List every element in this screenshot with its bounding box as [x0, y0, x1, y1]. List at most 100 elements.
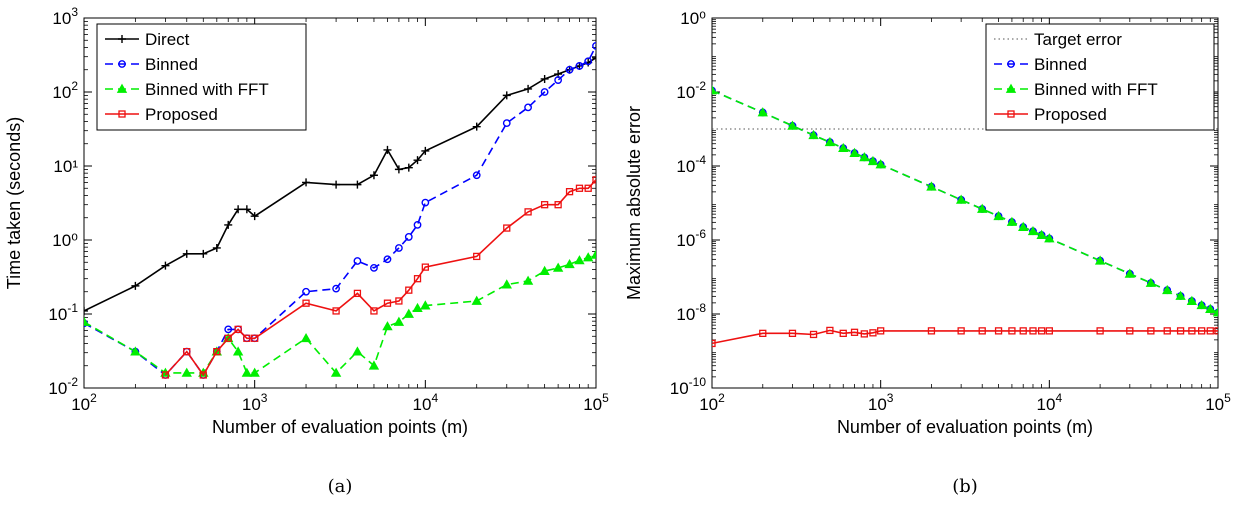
y-tick-label: 103 [52, 5, 78, 28]
x-tick-label: 105 [583, 391, 609, 414]
data-point [370, 307, 378, 315]
series-line [712, 329, 1218, 345]
data-point [564, 258, 575, 269]
data-point [383, 255, 392, 264]
data-point [994, 327, 1003, 335]
y-tick-label: 10-6 [676, 227, 706, 250]
data-point [181, 367, 192, 377]
data-point [420, 300, 431, 310]
data-point [850, 328, 859, 336]
x-axis-label: Number of evaluation points (m) [212, 417, 468, 437]
data-point [1045, 327, 1053, 335]
data-point [404, 233, 413, 241]
data-point [412, 302, 423, 313]
data-point [757, 107, 768, 117]
data-point [421, 146, 430, 155]
data-point [824, 136, 836, 147]
data-point [1147, 327, 1155, 335]
data-point [183, 347, 191, 356]
x-axis-ticks: 102 103 104 105 [71, 18, 609, 414]
data-point [524, 84, 533, 93]
data-point [1188, 327, 1196, 335]
data-point [849, 147, 860, 157]
data-point [250, 212, 259, 221]
data-point [554, 201, 562, 209]
data-point [1205, 303, 1216, 313]
x-tick-label: 103 [868, 391, 894, 414]
data-point [957, 327, 965, 335]
y-tick-label: 10-8 [676, 301, 706, 324]
plot-area-frame [83, 17, 597, 389]
data-point [330, 367, 342, 377]
x-tick-label: 102 [699, 391, 725, 414]
data-point [224, 334, 232, 342]
data-point [1162, 284, 1173, 295]
data-point [1196, 299, 1207, 310]
series-line [712, 89, 1218, 314]
data-point [302, 287, 310, 296]
legend-marker [118, 35, 126, 43]
data-point [712, 339, 716, 348]
y-tick-label: 10-1 [48, 301, 78, 324]
data-point [302, 299, 310, 307]
data-point [404, 163, 413, 172]
data-point [161, 371, 170, 379]
data-point [332, 180, 341, 189]
data-point [955, 194, 967, 204]
legend-box [96, 23, 307, 131]
data-point [592, 176, 596, 184]
data-point [394, 165, 403, 174]
legend-label: Binned [145, 55, 198, 74]
data-point [926, 181, 937, 191]
data-point [552, 262, 564, 272]
data-point [875, 159, 886, 169]
legend-box [985, 23, 1215, 131]
data-point [224, 220, 233, 229]
data-point [1124, 268, 1135, 278]
data-point [234, 325, 242, 334]
y-tick-label: 10-2 [676, 79, 706, 102]
legend-label: Binned [1034, 55, 1087, 74]
data-point [502, 119, 511, 127]
legend-label: Target error [1034, 30, 1122, 49]
data-point [539, 265, 550, 275]
series-binned-with-fft [712, 85, 1218, 317]
legend-marker [1007, 110, 1015, 118]
data-point [243, 334, 251, 342]
data-point [130, 346, 141, 356]
data-point [332, 307, 340, 315]
data-point [1126, 327, 1134, 335]
panel-caption: (a) [328, 476, 353, 497]
data-point [472, 171, 481, 180]
data-point [413, 156, 422, 165]
data-point [826, 326, 834, 335]
data-point [413, 275, 422, 283]
data-point [368, 360, 380, 370]
y-tick-label: 10-4 [676, 153, 706, 176]
data-point [472, 122, 481, 131]
data-point [540, 201, 549, 209]
series-proposed [712, 326, 1218, 348]
data-point [1018, 221, 1029, 231]
legend-label: Binned with FFT [145, 80, 269, 99]
data-point [524, 208, 532, 216]
data-point [1027, 225, 1039, 236]
data-point [302, 178, 311, 187]
data-point [161, 261, 170, 270]
y-tick-label: 10-10 [670, 375, 707, 398]
data-point [182, 249, 191, 258]
y-tick-label: 10⁰ [52, 231, 78, 250]
data-point [808, 129, 819, 140]
data-point [503, 224, 511, 232]
data-point [1206, 327, 1214, 335]
data-point [1008, 327, 1016, 335]
data-point [877, 327, 885, 335]
x-tick-label: 104 [413, 391, 439, 414]
legend: Direct Binned Binned with FFT Proposed [96, 23, 307, 131]
data-point [584, 184, 592, 192]
y-axis-label: Maximum absolute error [624, 106, 644, 300]
data-point [234, 205, 243, 214]
data-point [575, 62, 584, 70]
data-point [199, 249, 208, 258]
